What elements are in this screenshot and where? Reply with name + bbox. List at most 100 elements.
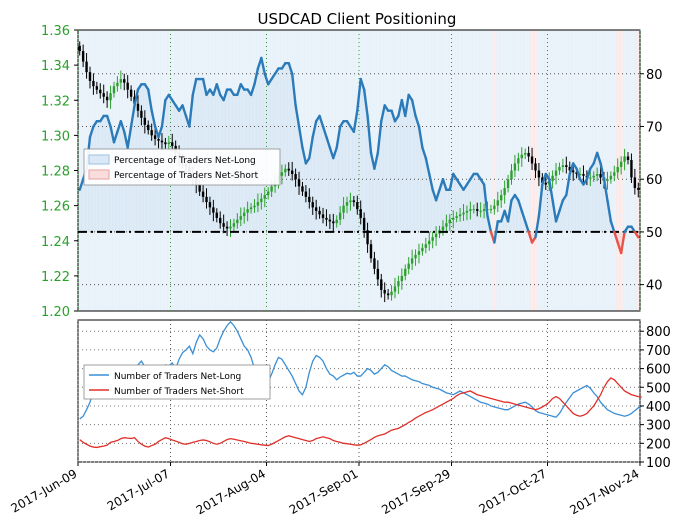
shade-day — [78, 30, 82, 311]
pct-fill-day — [400, 100, 404, 232]
pct-fill-day — [578, 179, 583, 232]
candle-body — [198, 184, 201, 192]
pct-fill-day — [393, 121, 398, 232]
candle-body — [143, 117, 147, 125]
candle-body — [369, 244, 373, 259]
legend-top: Percentage of Traders Net-Long Percentage… — [83, 148, 281, 186]
candle-body — [609, 175, 613, 180]
candle-body — [500, 195, 503, 201]
pct-fill-day — [413, 115, 418, 232]
pct-fill-day — [588, 168, 593, 232]
legend-label-traders-long: Number of Traders Net-Long — [114, 372, 241, 382]
pct-fill-day — [616, 231, 620, 243]
candle-body — [205, 196, 208, 203]
pct-fill-day — [328, 147, 332, 232]
candle-body — [116, 82, 119, 87]
candle-body — [476, 209, 479, 211]
candle-body — [232, 223, 236, 227]
pct-segment — [417, 125, 424, 149]
traders-net-short-line — [79, 377, 642, 449]
pct-fill-day — [290, 73, 295, 232]
candle-body — [575, 172, 578, 175]
shade-day — [592, 30, 596, 311]
pct-fill-day — [84, 168, 89, 232]
candle-body — [311, 202, 314, 208]
legend-label-traders-short: Number of Traders Net-Short — [114, 387, 244, 397]
shade-day — [369, 30, 374, 311]
pct-fill-day — [448, 189, 452, 232]
pct-fill-day — [424, 158, 428, 232]
pct-fill-day — [568, 173, 572, 232]
x-tick-label: 2017-Oct-27 — [477, 466, 549, 516]
y-tick-label: 1.20 — [41, 305, 70, 320]
x-tick-label: 2017-Sep-01 — [287, 466, 361, 517]
pct-fill-day — [437, 189, 442, 232]
candle-body — [225, 226, 229, 229]
candle-body — [606, 179, 609, 182]
candle-body — [551, 175, 554, 182]
pct-fill-day — [472, 173, 476, 232]
candle-body — [256, 202, 260, 206]
candle-body — [397, 281, 400, 287]
candle-body — [304, 191, 308, 197]
pct-segment — [376, 120, 383, 155]
candle-body — [376, 268, 380, 280]
shade-day — [362, 30, 367, 311]
pct-segment — [565, 172, 571, 197]
shade-day — [300, 30, 305, 311]
y-tick-label: 80 — [646, 68, 663, 83]
y-tick-label: 1.36 — [41, 24, 70, 39]
shade-day — [355, 30, 360, 311]
shade-day — [458, 30, 463, 311]
pct-segment — [160, 98, 167, 128]
legend-swatch-long — [88, 154, 110, 165]
y-tick-label: 500 — [646, 381, 671, 396]
pct-fill-day — [564, 195, 569, 232]
shade-day — [430, 30, 435, 311]
pct-segment — [599, 162, 606, 181]
shade-day — [434, 30, 439, 311]
pct-segment — [390, 109, 397, 123]
pct-fill-day — [372, 168, 377, 232]
shade-day — [321, 30, 326, 311]
pct-fill-day — [430, 189, 435, 232]
pct-fill-day — [311, 137, 315, 232]
pct-segment — [294, 104, 301, 128]
pct-segment — [404, 93, 410, 118]
shade-day — [335, 30, 339, 311]
pct-segment — [482, 183, 489, 218]
candle-body — [421, 247, 424, 252]
pct-segment — [263, 72, 270, 86]
shade-day — [304, 30, 308, 311]
shade-day — [81, 30, 86, 311]
pct-fill-day — [359, 79, 363, 232]
candle-body — [215, 212, 218, 218]
pct-fill-day — [619, 231, 624, 254]
y-tick-label: 600 — [646, 363, 671, 378]
pct-fill-day — [338, 126, 343, 232]
pct-fill-day — [520, 210, 524, 232]
pct-fill-day — [382, 105, 387, 232]
pct-segment — [568, 162, 575, 176]
pct-segment — [380, 104, 386, 123]
pct-segment — [585, 167, 592, 181]
shade-day — [396, 30, 401, 311]
pct-segment — [428, 172, 434, 191]
candle-body — [599, 174, 602, 178]
candle-body — [260, 198, 263, 203]
candle-body — [222, 223, 225, 227]
candle-body — [626, 156, 630, 160]
candle-body — [623, 156, 626, 162]
candle-body — [496, 200, 499, 206]
pct-segment — [541, 172, 547, 186]
legend-label-long: Percentage of Traders Net-Long — [114, 156, 256, 166]
pct-fill-day — [441, 179, 446, 232]
candle-body — [400, 275, 404, 282]
pct-segment — [78, 177, 85, 191]
candle-body — [524, 152, 527, 155]
shade-day — [376, 30, 380, 311]
shade-day — [417, 30, 422, 311]
pct-segment — [311, 120, 318, 139]
pct-fill-day — [362, 89, 367, 232]
y-tick-label: 70 — [646, 120, 663, 135]
